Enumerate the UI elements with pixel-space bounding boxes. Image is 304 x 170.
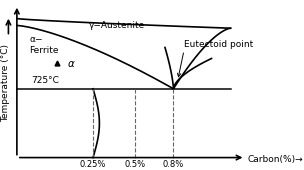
Text: γ−Austenite: γ−Austenite — [89, 21, 145, 30]
Text: 0.5%: 0.5% — [125, 160, 146, 169]
Text: α−
Ferrite: α− Ferrite — [29, 35, 59, 55]
Text: 0.25%: 0.25% — [80, 160, 106, 169]
Text: 725°C: 725°C — [32, 76, 60, 85]
Text: Temperature (°C): Temperature (°C) — [1, 44, 10, 122]
Text: Eutectoid point: Eutectoid point — [184, 40, 253, 49]
Text: α: α — [68, 59, 74, 69]
Text: Carbon(%)→: Carbon(%)→ — [247, 155, 303, 164]
Text: 0.8%: 0.8% — [163, 160, 184, 169]
